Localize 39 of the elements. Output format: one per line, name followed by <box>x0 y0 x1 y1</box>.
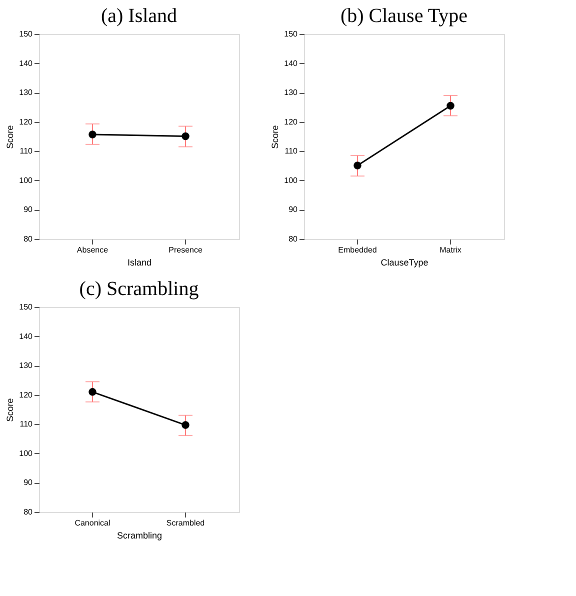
x-tick-label: Canonical <box>74 518 110 528</box>
x-tick-label: Scrambled <box>166 518 205 528</box>
y-tick-label: 140 <box>284 58 298 68</box>
y-axis-title: Score <box>270 125 280 149</box>
x-axis-title: Scrambling <box>116 530 162 540</box>
y-tick-label: 110 <box>20 420 34 429</box>
x-tick-label: Matrix <box>440 246 462 254</box>
chart-title: (b) Clause Type <box>340 5 468 27</box>
y-tick-label: 140 <box>19 58 34 68</box>
y-tick-label: 150 <box>19 302 34 312</box>
y-tick-label: 90 <box>288 205 298 214</box>
y-tick-label: 110 <box>20 146 34 156</box>
chart-title: (a) Island <box>100 5 178 27</box>
y-tick-label: 120 <box>284 117 298 126</box>
y-axis-title: Score <box>5 125 16 149</box>
y-tick-label: 90 <box>24 205 34 214</box>
y-axis-title: Score <box>5 398 16 422</box>
y-tick-label: 110 <box>284 146 298 156</box>
y-tick-label: 100 <box>284 176 298 185</box>
y-tick-label: 90 <box>24 478 34 488</box>
y-tick-label: 100 <box>19 176 34 185</box>
y-tick-label: 130 <box>19 361 34 370</box>
y-tick-label: 120 <box>19 117 34 126</box>
chart-title: (c) Scrambling <box>79 278 199 300</box>
y-tick-label: 80 <box>24 508 34 516</box>
x-tick-label: Presence <box>168 246 203 254</box>
y-tick-label: 80 <box>24 234 34 244</box>
y-tick-label: 150 <box>19 30 34 38</box>
y-tick-label: 130 <box>284 88 298 98</box>
y-tick-label: 100 <box>19 448 34 458</box>
y-tick-label: 80 <box>288 234 298 244</box>
x-axis-title: ClauseType <box>380 258 428 268</box>
y-tick-label: 150 <box>284 30 298 38</box>
x-axis-title: Island <box>127 258 152 268</box>
x-tick-label: Absence <box>76 246 109 254</box>
x-tick-label: Embedded <box>338 246 377 254</box>
y-tick-label: 130 <box>19 88 34 98</box>
y-tick-label: 140 <box>19 332 34 341</box>
y-tick-label: 120 <box>19 390 34 400</box>
